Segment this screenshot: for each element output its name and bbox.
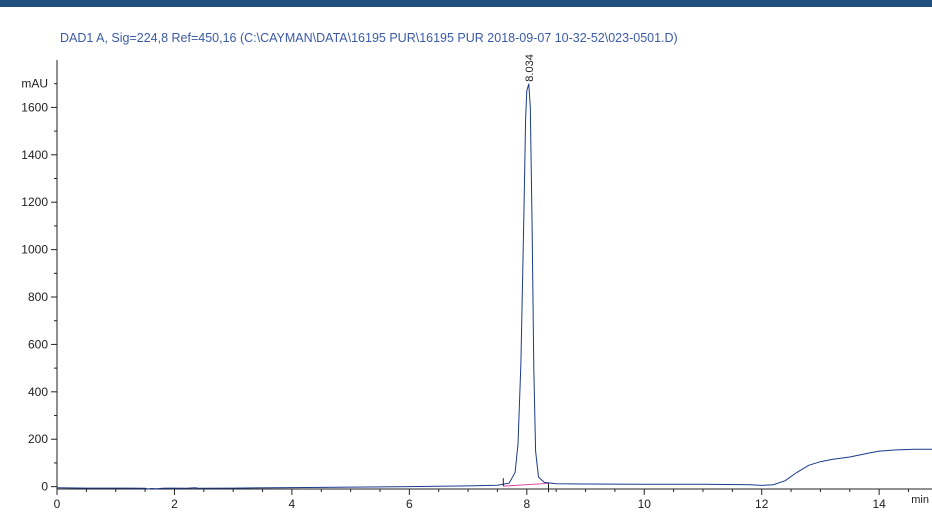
x-tick-label: 0 xyxy=(54,497,61,511)
integration-baseline xyxy=(503,482,549,487)
y-axis-unit: mAU xyxy=(21,77,48,91)
y-tick-label: 1000 xyxy=(21,243,48,257)
y-tick-label: 0 xyxy=(41,480,48,494)
y-tick-label: 800 xyxy=(28,290,48,304)
x-tick-label: 8 xyxy=(523,497,530,511)
header-bar xyxy=(0,0,932,7)
signal-trace xyxy=(56,83,932,490)
axis-ticks: 0 200 400 600 800 1000 1200 1400 1600 0 2 4 6 8 10 12 14 xyxy=(21,83,910,511)
x-axis-unit: min xyxy=(911,494,929,506)
x-tick-label: 6 xyxy=(406,497,413,511)
y-tick-label: 600 xyxy=(28,337,48,351)
peak-labels: 8.034 xyxy=(524,54,536,82)
peak-label: 8.034 xyxy=(524,54,536,82)
y-tick-label: 1200 xyxy=(21,195,48,209)
integration-marks xyxy=(502,478,550,493)
y-tick-label: 200 xyxy=(28,432,48,446)
x-tick-label: 10 xyxy=(638,497,652,511)
y-tick-label: 1400 xyxy=(21,148,48,162)
chart-title: DAD1 A, Sig=224,8 Ref=450,16 (C:\CAYMAN\… xyxy=(60,31,678,45)
x-tick-label: 14 xyxy=(872,497,886,511)
y-tick-label: 1600 xyxy=(21,100,48,114)
y-tick-label: 400 xyxy=(28,385,48,399)
x-tick-label: 2 xyxy=(171,497,178,511)
x-tick-label: 4 xyxy=(289,497,296,511)
x-tick-label: 12 xyxy=(755,497,769,511)
